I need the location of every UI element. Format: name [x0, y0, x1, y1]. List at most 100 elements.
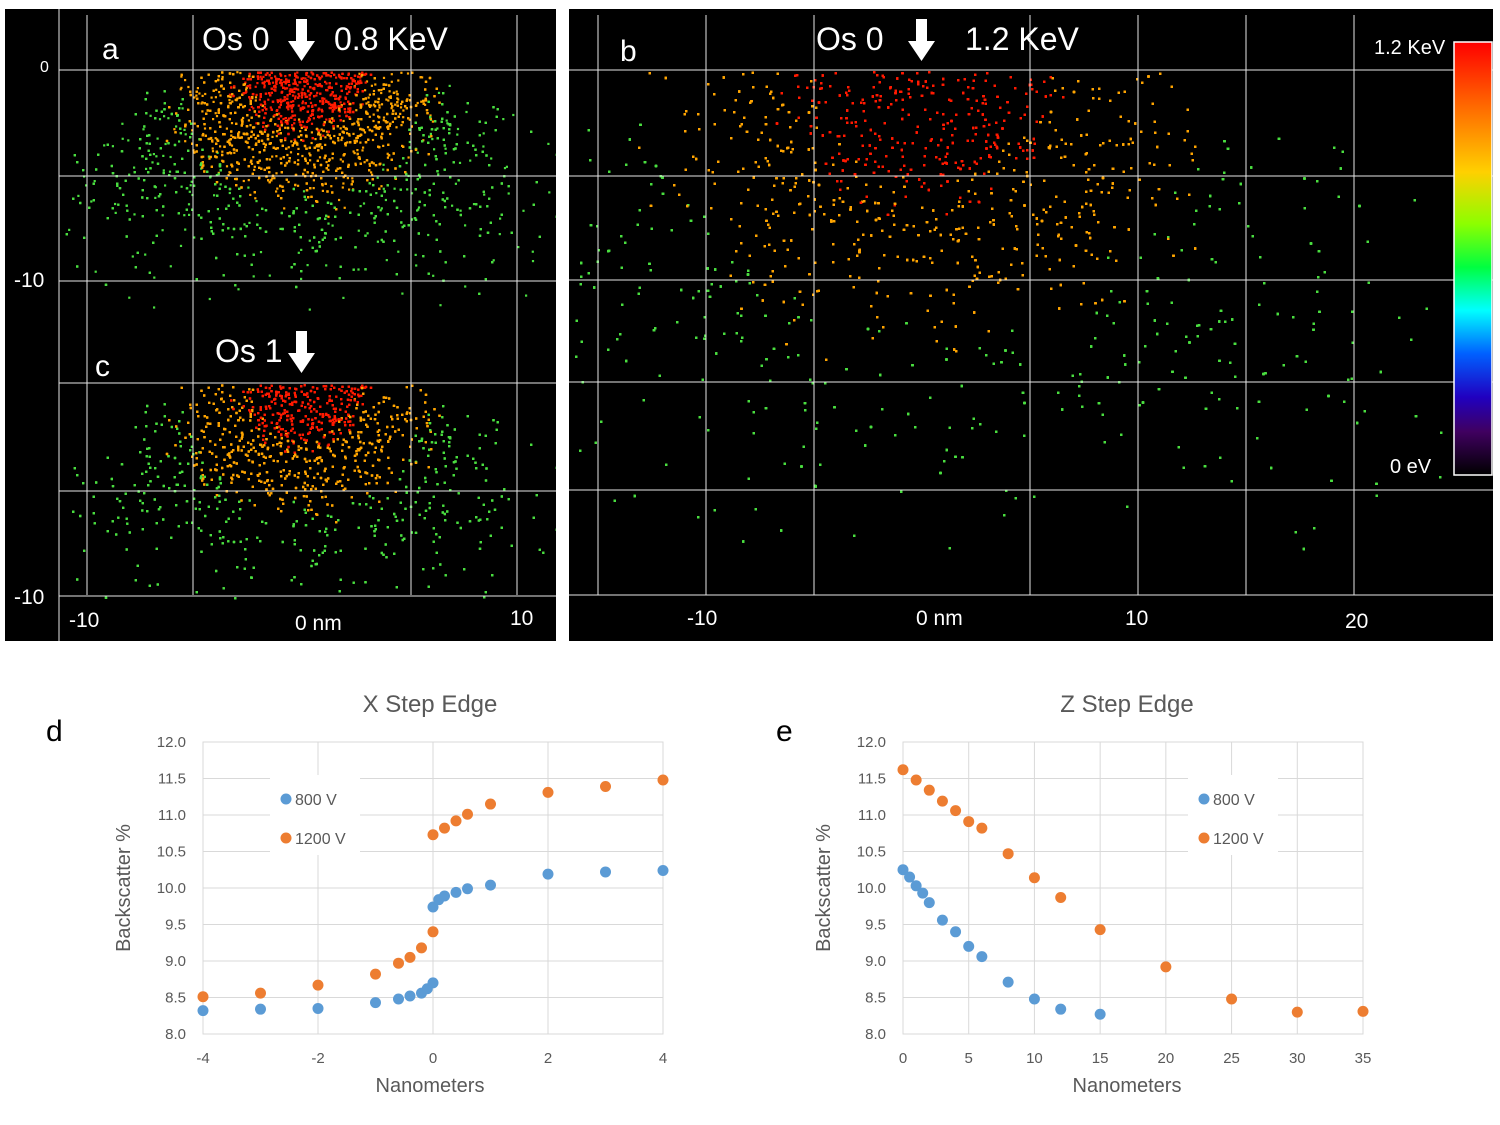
down-arrow-icon: [908, 19, 935, 61]
data-point-1200v: [1160, 961, 1172, 973]
panel-a-title-right: 0.8 KeV: [334, 21, 448, 58]
data-point-1200v: [197, 991, 209, 1003]
x-tick-label: 35: [1355, 1050, 1372, 1067]
y-tick-label: 10.5: [857, 844, 886, 861]
y-tick-label: 11.5: [858, 771, 886, 788]
data-point-800v: [485, 879, 496, 891]
x-tick-label: 25: [1223, 1050, 1240, 1067]
data-point-1200v: [1002, 848, 1014, 860]
data-point-1200v: [963, 816, 975, 828]
data-point-800v: [404, 990, 416, 1002]
data-point-1200v: [542, 786, 554, 798]
legend-swatch-1200: [1198, 832, 1210, 844]
panel-b-xtick-3: 20: [1345, 610, 1368, 634]
data-point-800v: [312, 1002, 324, 1014]
data-point-1200v: [923, 784, 935, 796]
data-point-1200v: [450, 815, 462, 827]
legend-swatch-800: [280, 793, 292, 805]
data-point-800v: [950, 926, 962, 938]
data-point-1200v: [950, 805, 962, 817]
y-tick-label: 10.0: [157, 880, 186, 897]
panel-a-title-left: Os 0: [202, 21, 270, 58]
data-point-800v: [542, 868, 554, 880]
panel-b-title-right: 1.2 KeV: [965, 21, 1079, 58]
y-axis-label: Backscatter %: [813, 824, 835, 952]
legend-swatch-1200: [280, 832, 292, 844]
panel-ac-svg: [58, 9, 556, 641]
data-point-1200v: [657, 774, 669, 786]
legend-label-800: 800 V: [295, 792, 337, 809]
data-point-1200v: [600, 781, 611, 793]
x-tick-label: 30: [1289, 1050, 1306, 1067]
y-tick-label: 12.0: [157, 734, 186, 751]
panel-c-letter: c: [95, 350, 110, 384]
data-point-800v: [1028, 993, 1040, 1005]
data-point-800v: [370, 997, 381, 1009]
data-point-800v: [197, 1005, 209, 1017]
data-point-1200v: [1094, 924, 1106, 936]
y-tick-label: 11.0: [858, 807, 886, 824]
data-point-1200v: [1226, 993, 1238, 1005]
x-tick-label: 0: [899, 1050, 907, 1067]
data-point-1200v: [370, 968, 381, 980]
panel-a-monte-carlo-plot: [65, 71, 556, 311]
data-point-1200v: [1291, 1006, 1303, 1018]
legend: 800 V 1200 V: [1188, 775, 1278, 855]
x-tick-label: 2: [544, 1050, 552, 1067]
z-step-edge-chart: Z Step Edge 12.0 11.5 11.0 10.5 10.0 9.5 9.0 8.…: [813, 691, 1372, 1097]
panel-a-xtick-2: 10: [510, 607, 533, 631]
data-point-1200v: [427, 829, 439, 841]
data-point-1200v: [897, 764, 909, 776]
data-point-1200v: [462, 808, 473, 820]
panel-b-letter: b: [620, 35, 637, 69]
chart-title: Z Step Edge: [1060, 691, 1193, 718]
y-tick-label: 11.0: [158, 807, 186, 824]
panel-e-letter: e: [776, 715, 793, 749]
x-tick-label: -2: [311, 1050, 324, 1067]
legend-label-800: 800 V: [1213, 792, 1255, 809]
panel-b-xtick-2: 10: [1125, 607, 1148, 631]
x-tick-label: -4: [196, 1050, 209, 1067]
panel-a-letter: a: [102, 33, 119, 67]
panel-a-ytick-0: 0: [40, 59, 49, 77]
y-tick-label: 11.5: [158, 771, 186, 788]
data-point-800v: [657, 864, 669, 876]
x-tick-label: 10: [1026, 1050, 1043, 1067]
data-point-1200v: [439, 822, 450, 834]
x-step-edge-chart: X Step Edge 12.0 11.5 11.0 10.5 10.0 9.5 9.0 8.…: [113, 691, 669, 1097]
data-point-800v: [1002, 976, 1014, 988]
data-point-1200v: [1028, 872, 1040, 884]
data-point-800v: [393, 993, 404, 1005]
legend: 800 V 1200 V: [270, 775, 360, 855]
chart-title: X Step Edge: [363, 691, 498, 718]
data-point-800v: [427, 977, 439, 989]
data-point-800v: [255, 1003, 266, 1015]
data-point-800v: [936, 914, 948, 926]
x-tick-label: 0: [429, 1050, 437, 1067]
data-point-1200v: [416, 942, 427, 954]
panel-b-title-left: Os 0: [816, 21, 884, 58]
data-point-1200v: [1357, 1005, 1369, 1017]
data-point-800v: [976, 951, 988, 963]
panel-b-monte-carlo-plot: [575, 71, 1443, 551]
colorbar-top-label: 1.2 KeV: [1374, 37, 1445, 60]
panel-c-ytick-0: -10: [14, 586, 44, 610]
y-tick-label: 9.0: [865, 953, 886, 970]
panel-a-xtick-0: -10: [69, 609, 99, 633]
data-point-1200v: [393, 957, 404, 969]
data-point-800v: [904, 871, 916, 883]
legend-swatch-800: [1198, 793, 1210, 805]
down-arrow-icon: [288, 331, 315, 373]
x-tick-label: 5: [965, 1050, 973, 1067]
data-point-800v: [600, 866, 611, 878]
data-point-1200v: [1055, 891, 1067, 903]
data-point-800v: [450, 886, 462, 898]
panel-d-letter: d: [46, 715, 63, 749]
y-tick-label: 9.5: [865, 917, 886, 934]
data-point-800v: [923, 897, 935, 909]
y-tick-label: 12.0: [857, 734, 886, 751]
y-tick-label: 8.0: [865, 1026, 886, 1043]
data-point-800v: [439, 890, 450, 902]
panel-ac-gridlines: [58, 9, 556, 641]
data-point-800v: [1055, 1003, 1067, 1015]
